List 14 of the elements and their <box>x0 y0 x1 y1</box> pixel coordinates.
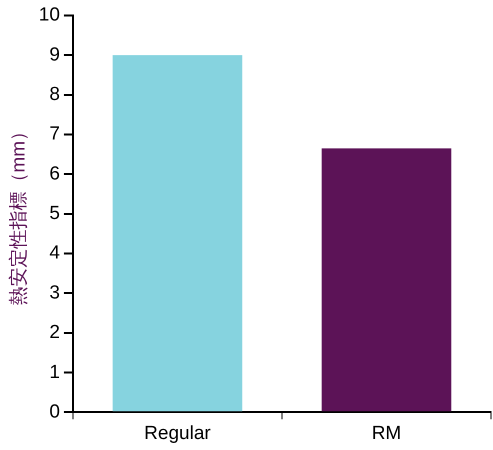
y-tick-label: 1 <box>49 362 60 383</box>
y-tick-label: 2 <box>49 322 60 344</box>
y-tick-label: 10 <box>38 4 60 26</box>
y-tick-label: 8 <box>49 84 60 105</box>
y-tick-label: 5 <box>49 203 60 224</box>
y-tick-label: 0 <box>49 401 60 422</box>
y-tick-label: 3 <box>49 282 60 304</box>
x-tick-label: Regular <box>144 422 212 444</box>
y-tick-label: 9 <box>49 44 60 66</box>
y-tick-label: 6 <box>49 163 60 184</box>
y-axis-title: 熱安定性指標（mm） <box>8 122 30 306</box>
y-tick-label: 4 <box>49 242 60 264</box>
y-tick-label: 7 <box>49 124 60 145</box>
x-tick-label: RM <box>372 422 402 444</box>
